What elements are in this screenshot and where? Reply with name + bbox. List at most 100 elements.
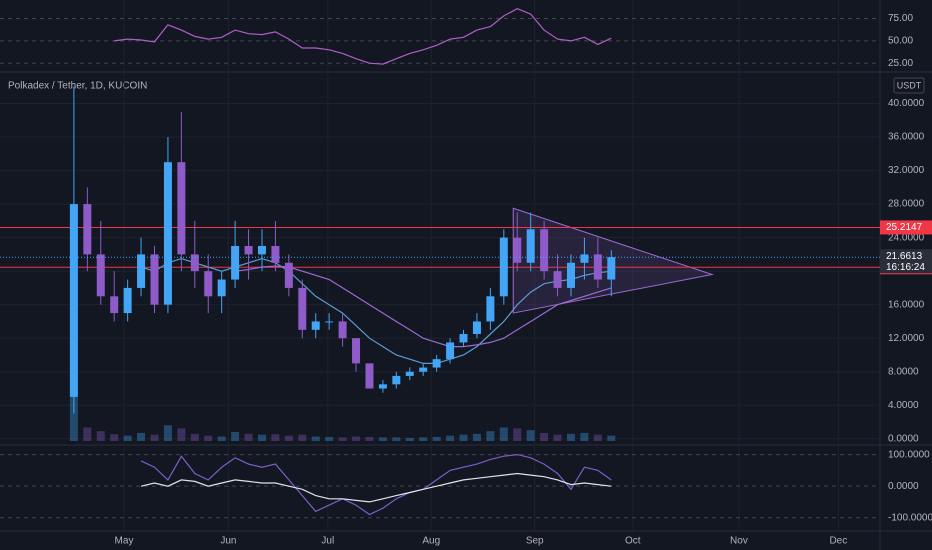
- volume-bar: [432, 436, 441, 441]
- candle-body: [69, 204, 78, 397]
- volume-bar: [257, 434, 266, 441]
- volume-bar: [69, 396, 78, 441]
- candle-body: [150, 254, 159, 305]
- symbol-title: Polkadex / Tether, 1D, KUCOIN: [8, 81, 147, 92]
- candle-body: [123, 287, 132, 314]
- candle-body: [298, 287, 307, 330]
- volume-bar: [110, 434, 119, 441]
- candle-body: [378, 384, 387, 389]
- candle-body: [365, 363, 374, 389]
- candle-body: [284, 262, 293, 288]
- y-tick-label: 40.0000: [888, 98, 925, 109]
- volume-bar: [150, 434, 159, 441]
- candle-body: [540, 229, 549, 272]
- x-tick-label: Jul: [321, 536, 334, 547]
- volume-bar: [190, 433, 199, 441]
- candle-body: [593, 254, 602, 280]
- candle-body: [405, 371, 414, 376]
- candle-body: [607, 257, 616, 280]
- candle-body: [432, 359, 441, 368]
- last-price-tag: [880, 249, 932, 274]
- candle-body: [513, 237, 522, 263]
- volume-bar: [513, 428, 522, 441]
- candle-body: [459, 334, 468, 343]
- y-tick-label: 36.0000: [888, 132, 925, 143]
- volume-bar: [96, 431, 105, 441]
- volume-bar: [526, 430, 535, 441]
- volume-bar: [137, 432, 146, 441]
- candle-body: [499, 237, 508, 297]
- candle-body: [446, 342, 455, 360]
- candle-body: [217, 279, 226, 297]
- candle-body: [580, 254, 589, 263]
- y-tick-label: -100.0000: [888, 512, 932, 523]
- candle-body: [204, 271, 213, 297]
- y-tick-label: 50.00: [888, 36, 913, 47]
- y-tick-label: 12.0000: [888, 333, 925, 344]
- volume-bar: [298, 434, 307, 441]
- volume-bar: [392, 437, 401, 441]
- volume-bar: [163, 425, 172, 441]
- candle-body: [257, 246, 266, 255]
- volume-bar: [593, 434, 602, 441]
- volume-bar: [325, 436, 334, 441]
- x-tick-label: Sep: [526, 536, 544, 547]
- y-tick-label: 16.0000: [888, 299, 925, 310]
- candle-body: [325, 321, 334, 323]
- x-tick-label: Oct: [625, 536, 641, 547]
- y-tick-label: 28.0000: [888, 199, 925, 210]
- candle-body: [553, 271, 562, 288]
- volume-bar: [284, 435, 293, 441]
- volume-bar: [566, 433, 575, 441]
- volume-bar: [419, 437, 428, 441]
- candle-body: [244, 246, 253, 255]
- level-label: 25.2147: [886, 222, 923, 233]
- volume-bar: [244, 433, 253, 441]
- candle-body: [486, 296, 495, 322]
- candle-body: [190, 254, 199, 272]
- volume-bar: [580, 432, 589, 441]
- series-line: [140, 257, 612, 364]
- volume-bar: [378, 437, 387, 441]
- series-line: [235, 265, 612, 348]
- candle-body: [177, 162, 186, 255]
- series-line: [140, 453, 612, 516]
- level-tag: [880, 220, 932, 235]
- y-tick-label: 32.0000: [888, 165, 925, 176]
- volume-bar: [472, 433, 481, 441]
- volume-bar: [540, 432, 549, 441]
- candle-body: [472, 321, 481, 335]
- volume-bar: [83, 427, 92, 441]
- y-tick-label: 25.00: [888, 58, 913, 69]
- volume-bar: [459, 434, 468, 441]
- volume-bar: [204, 435, 213, 441]
- y-tick-label: 8.0000: [888, 366, 919, 377]
- candle-body: [110, 296, 119, 314]
- series-line: [140, 472, 612, 503]
- volume-bar: [405, 437, 414, 441]
- candle-body: [526, 229, 535, 263]
- y-tick-label: 4.0000: [888, 400, 919, 411]
- y-tick-label: 24.0000: [888, 232, 925, 243]
- candle-body: [338, 321, 347, 339]
- candle-body: [419, 367, 428, 372]
- candle-body: [311, 321, 320, 330]
- currency: USDT: [897, 80, 922, 90]
- x-tick-label: May: [115, 536, 134, 547]
- y-tick-label: 0.0000: [888, 433, 919, 444]
- x-tick-label: Aug: [422, 536, 440, 547]
- candle-body: [271, 246, 280, 263]
- volume-bar: [607, 435, 616, 441]
- currency-box: [893, 77, 925, 94]
- candle-body: [352, 338, 361, 364]
- volume-bar: [177, 428, 186, 441]
- volume-bar: [338, 437, 347, 441]
- volume-bar: [271, 434, 280, 441]
- volume-bar: [365, 436, 374, 441]
- candle-body: [137, 254, 146, 288]
- candle-body: [231, 246, 240, 280]
- candle-body: [96, 254, 105, 297]
- countdown: 16:16:24: [886, 262, 925, 273]
- y-tick-label: 0.0000: [888, 481, 919, 492]
